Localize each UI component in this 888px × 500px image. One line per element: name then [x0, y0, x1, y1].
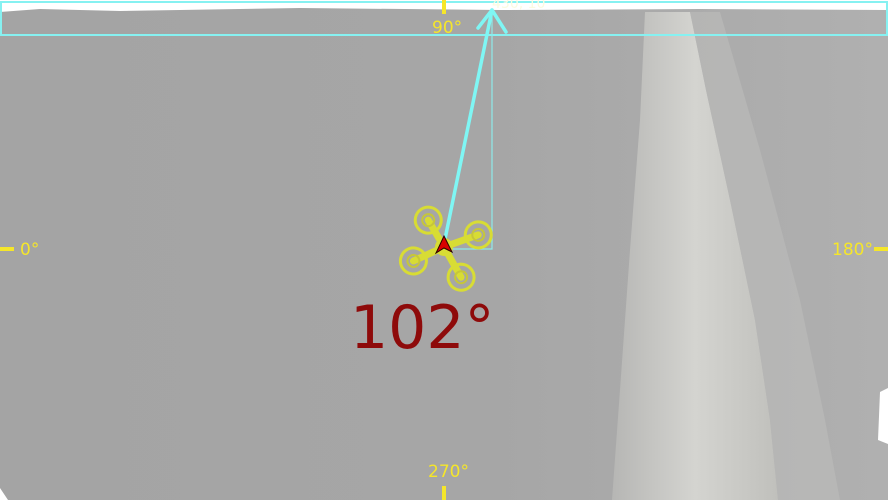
wall-pillar: [612, 12, 778, 500]
compass-label-west: 0°: [20, 240, 40, 260]
heading-readout: 102°: [350, 293, 495, 363]
compass-label-north: 90°: [432, 18, 463, 38]
target-path-box: [444, 13, 493, 250]
target-coordinates: 430, 10: [492, 0, 546, 12]
wall-pillar-shadow: [690, 12, 840, 500]
direction-vector-arrow: [442, 8, 508, 246]
compass-label-south: 270°: [428, 462, 469, 482]
compass-label-east: 180°: [832, 240, 873, 260]
drone-heading-marker: [434, 234, 454, 255]
